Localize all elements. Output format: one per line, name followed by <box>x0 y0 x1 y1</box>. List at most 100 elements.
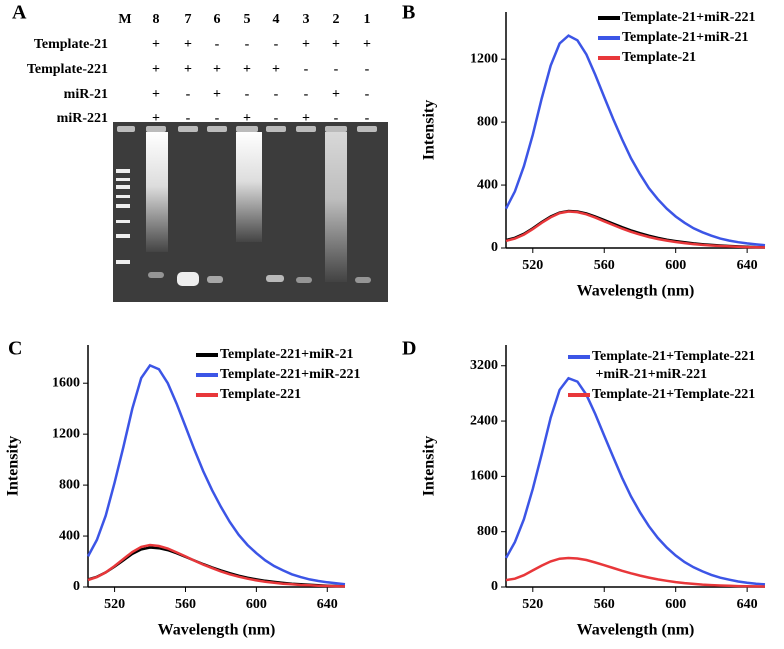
y-tick-label: 400 <box>477 177 498 192</box>
panel-label: B <box>402 2 415 24</box>
y-tick-label: 800 <box>59 477 80 492</box>
sign: - <box>274 111 279 126</box>
ladder-label: 800bp- <box>74 197 112 212</box>
sign: - <box>304 62 309 77</box>
x-tick-label: 520 <box>522 258 543 273</box>
legend-label: Template-221 <box>220 387 301 402</box>
legend-label: Template-21+Template-221 +miR-21+miR-221 <box>592 349 755 382</box>
sign: + <box>184 37 192 52</box>
y-tick-label: 3200 <box>470 358 498 373</box>
y-tick-label: 800 <box>477 524 498 539</box>
y-tick-label: 2400 <box>470 413 498 428</box>
x-axis-label: Wavelength (nm) <box>577 283 695 300</box>
ladder-label: 2000bp- <box>67 162 112 177</box>
sign: - <box>365 87 370 102</box>
row-label: Template-21 <box>34 37 108 52</box>
lane-label: 3 <box>303 12 310 27</box>
y-tick-label: 1600 <box>470 469 498 484</box>
legend-label: Template-21+Template-221 <box>592 387 755 402</box>
x-tick-label: 560 <box>594 597 615 612</box>
sign: + <box>272 62 280 77</box>
x-tick-label: 520 <box>522 597 543 612</box>
sign: - <box>186 87 191 102</box>
legend-label: Template-21+miR-21 <box>622 30 748 45</box>
sign: + <box>302 37 310 52</box>
series-line <box>87 546 346 588</box>
sign: + <box>243 62 251 77</box>
x-axis-label: Wavelength (nm) <box>577 622 695 639</box>
gel-image <box>113 122 388 302</box>
series-line <box>87 543 346 588</box>
lane-label: 8 <box>153 12 160 27</box>
row-label: miR-21 <box>64 87 108 102</box>
sign: - <box>334 111 339 126</box>
y-tick-label: 400 <box>59 528 80 543</box>
lane-label: 5 <box>244 12 251 27</box>
x-tick-label: 520 <box>104 597 125 612</box>
sign: + <box>332 87 340 102</box>
sign: + <box>152 62 160 77</box>
sign: + <box>332 37 340 52</box>
x-tick-label: 600 <box>665 258 686 273</box>
lane-label: M <box>118 12 131 27</box>
series-line <box>505 209 766 249</box>
row-label: Template-221 <box>27 62 108 77</box>
ladder-label: 200bp- <box>74 253 112 268</box>
series-line <box>505 210 766 249</box>
y-tick-label: 0 <box>73 579 80 594</box>
y-tick-label: 1200 <box>52 426 80 441</box>
y-tick-label: 0 <box>491 240 498 255</box>
sign: + <box>302 111 310 126</box>
lane-label: 2 <box>333 12 340 27</box>
x-tick-label: 560 <box>594 258 615 273</box>
ladder-label: 1200bp- <box>67 178 112 193</box>
series-line <box>505 556 766 588</box>
panel-label: A <box>12 2 27 24</box>
sign: + <box>152 111 160 126</box>
y-axis-label: Intensity <box>5 436 22 496</box>
series-line <box>86 363 346 586</box>
sign: - <box>365 62 370 77</box>
sign: - <box>274 87 279 102</box>
legend-label: Template-21+miR-221 <box>622 10 755 25</box>
y-tick-label: 0 <box>491 579 498 594</box>
panel-label: C <box>8 338 22 360</box>
ladder-label: 400bp- <box>74 227 112 242</box>
panel-label: D <box>402 338 416 360</box>
lane-label: 4 <box>273 12 280 27</box>
x-tick-label: 640 <box>737 597 758 612</box>
sign: + <box>213 62 221 77</box>
series-line <box>504 34 766 247</box>
sign: - <box>304 87 309 102</box>
sign: - <box>215 111 220 126</box>
sign: + <box>213 87 221 102</box>
sign: + <box>152 37 160 52</box>
lane-label: 6 <box>214 12 221 27</box>
sign: - <box>245 37 250 52</box>
sign: - <box>365 111 370 126</box>
x-tick-label: 560 <box>175 597 196 612</box>
x-axis-label: Wavelength (nm) <box>158 622 276 639</box>
y-axis-label: Intensity <box>421 100 438 160</box>
y-tick-label: 1600 <box>52 375 80 390</box>
lane-label: 1 <box>364 12 371 27</box>
sign: + <box>152 87 160 102</box>
x-tick-label: 600 <box>665 597 686 612</box>
sign: - <box>334 62 339 77</box>
legend-label: Template-221+miR-21 <box>220 347 353 362</box>
sign: + <box>184 62 192 77</box>
y-tick-label: 800 <box>477 114 498 129</box>
row-label: miR-221 <box>57 111 108 126</box>
y-tick-label: 1200 <box>470 51 498 66</box>
x-tick-label: 600 <box>246 597 267 612</box>
x-tick-label: 640 <box>737 258 758 273</box>
legend-label: Template-21 <box>622 50 696 65</box>
sign: + <box>243 111 251 126</box>
sign: - <box>186 111 191 126</box>
series-line <box>504 376 766 586</box>
sign: + <box>363 37 371 52</box>
lane-label: 7 <box>185 12 192 27</box>
sign: - <box>215 37 220 52</box>
y-axis-label: Intensity <box>421 436 438 496</box>
